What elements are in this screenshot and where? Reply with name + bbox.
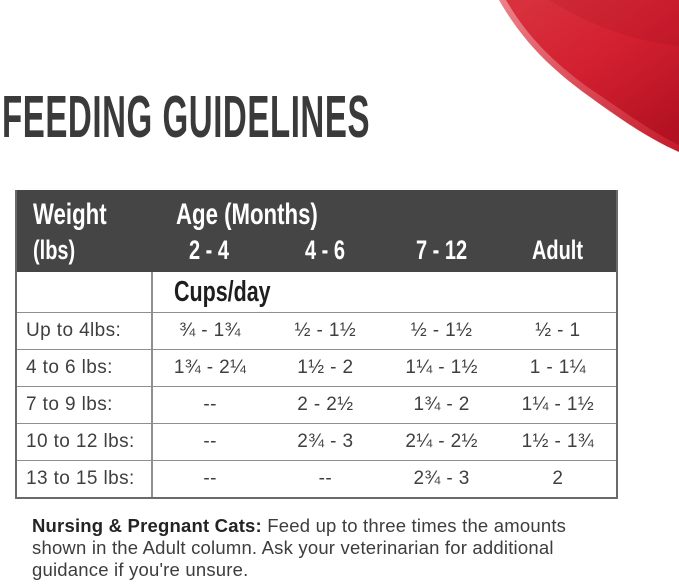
row-label: 10 to 12 lbs: [26,431,135,452]
footnote-line-2: shown in the Adult column. Ask your vete… [32,537,554,558]
row-label: 7 to 9 lbs: [26,394,113,415]
cell-4-6: ½ - 1½ [294,320,357,341]
cell-2-4: 1¾ - 2¼ [151,350,267,386]
table-row: Up to 4lbs: ¾ - 1¾ ½ - 1½ ½ - 1½ ½ - 1 [17,313,616,350]
cell-4-6: 2¾ - 3 [297,431,354,452]
cell-7-12: 2¾ - 3 [413,468,470,489]
cell-4-6: -- [318,468,333,489]
weight-unit-label: (lbs) [33,235,76,265]
cell-7-12: 2¼ - 2½ [405,431,478,452]
cell-4-6: 1½ - 2 [297,357,354,378]
cell-adult: 1 - 1¼ [529,357,586,378]
page-title: FEEDING GUIDELINES [2,88,659,156]
cell-2-4: ¾ - 1¾ [151,313,267,349]
cell-adult: 1½ - 1¾ [521,431,595,452]
page-title-text: FEEDING GUIDELINES [2,84,371,151]
cell-7-12: 1¼ - 1½ [405,357,478,378]
age-col-7-12-label: 7 - 12 [416,235,468,265]
age-column-headers: 2 - 4 4 - 6 7 - 12 Adult [151,236,616,264]
age-col-adult-label: Adult [532,235,584,265]
footnote-line-1-rest: Feed up to three times the amounts [261,515,567,536]
row-label: 4 to 6 lbs: [26,357,113,378]
cell-7-12: ½ - 1½ [410,320,473,341]
cell-2-4: -- [151,461,267,497]
cell-2-4: -- [151,387,267,423]
cell-adult: ½ - 1 [535,320,581,341]
table-header: Weight (lbs) Age (Months) 2 - 4 4 - 6 7 … [17,190,616,272]
age-col-2-4-label: 2 - 4 [189,235,230,265]
cell-2-4: -- [151,424,267,460]
table-row: 4 to 6 lbs: 1¾ - 2¼ 1½ - 2 1¼ - 1½ 1 - 1… [17,350,616,387]
cell-7-12: 1¾ - 2 [413,394,470,415]
cups-per-day-label: Cups/day [174,275,271,308]
cell-4-6: 2 - 2½ [297,394,354,415]
weight-header-cell: Weight (lbs) [17,198,151,272]
cell-adult: 2 [552,468,564,489]
row-label: Up to 4lbs: [26,320,122,341]
units-row: Cups/day [17,272,616,313]
footnote-line-3: guidance if you're unsure. [32,559,249,580]
age-months-header-label: Age (Months) [176,198,318,231]
weight-header-label: Weight [33,198,107,231]
feeding-table: Weight (lbs) Age (Months) 2 - 4 4 - 6 7 … [15,190,618,499]
footnote-line-1: Nursing & Pregnant Cats: Feed up to thre… [32,515,672,537]
red-swoosh-accent [499,0,679,152]
age-header-cell: Age (Months) 2 - 4 4 - 6 7 - 12 Adult [151,198,616,272]
units-row-empty-cell [17,272,151,312]
table-row: 10 to 12 lbs: -- 2¾ - 3 2¼ - 2½ 1½ - 1¾ [17,424,616,461]
age-col-4-6-label: 4 - 6 [305,235,346,265]
table-row: 13 to 15 lbs: -- -- 2¾ - 3 2 [17,461,616,497]
table-row: 7 to 9 lbs: -- 2 - 2½ 1¾ - 2 1¼ - 1½ [17,387,616,424]
row-label: 13 to 15 lbs: [26,468,135,489]
footnote: Nursing & Pregnant Cats: Feed up to thre… [32,515,672,581]
footnote-bold-lead: Nursing & Pregnant Cats: [32,515,262,536]
cell-adult: 1¼ - 1½ [521,394,595,415]
